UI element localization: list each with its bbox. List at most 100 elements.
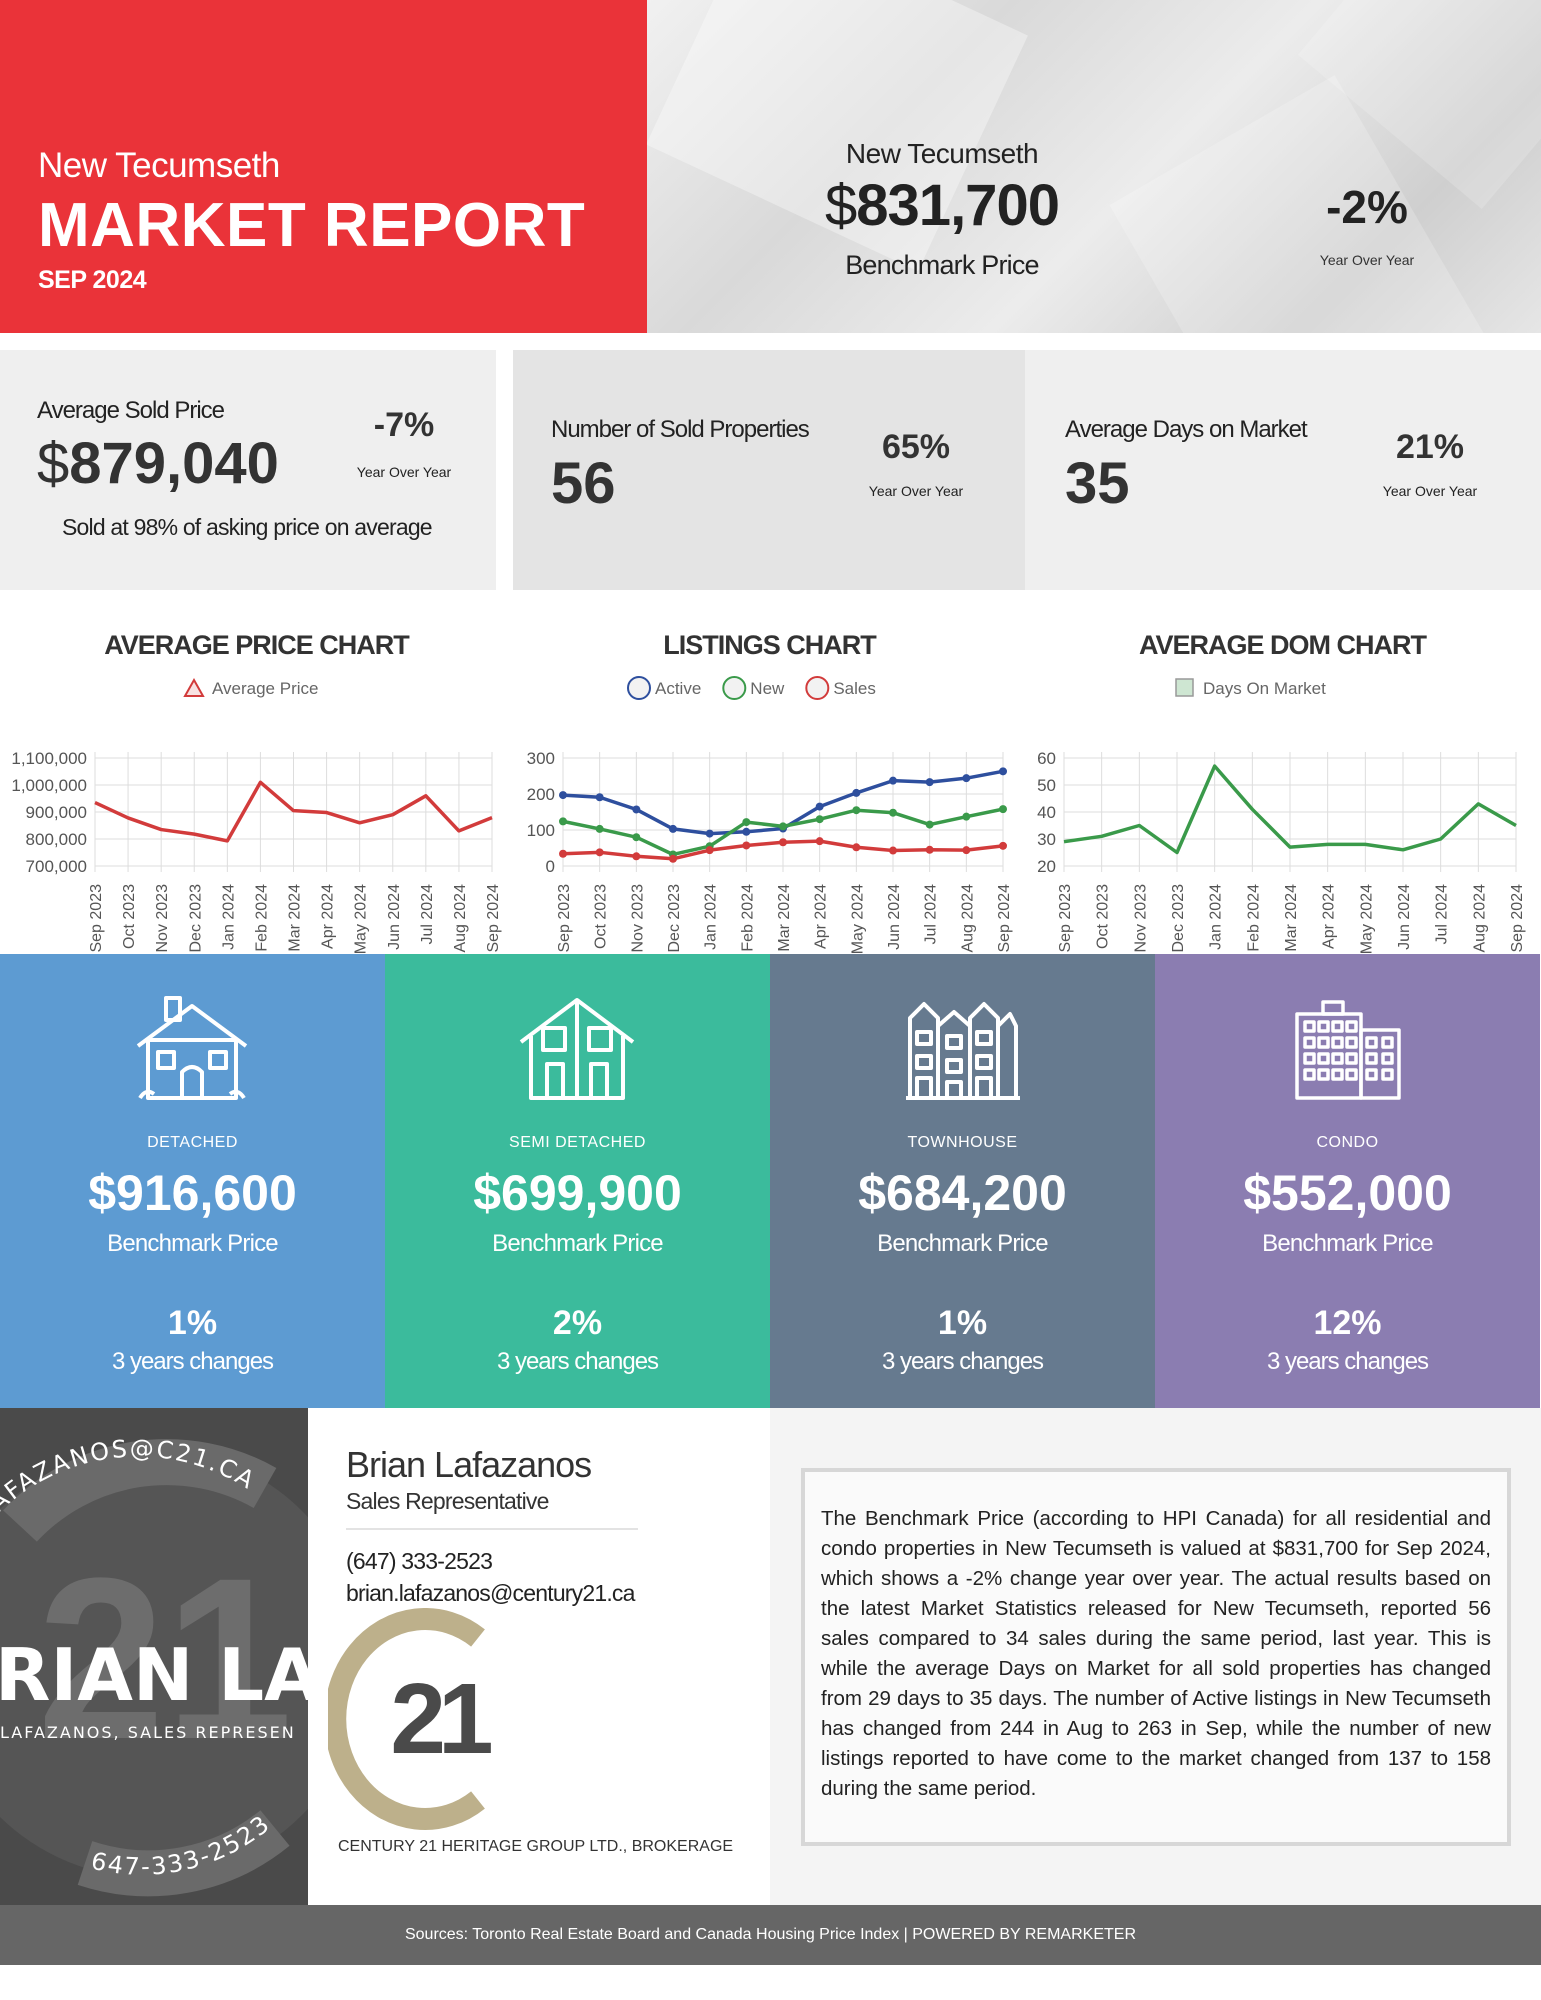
y-tick-label: 30 <box>1037 830 1056 849</box>
average-price-chart: AVERAGE PRICE CHART Average Price 1,100,0… <box>0 620 513 954</box>
property-type-label: Benchmark Price <box>877 1230 1049 1257</box>
stat-value: 56 <box>551 451 616 516</box>
agent-card: Brian Lafazanos Sales Representative (64… <box>308 1408 770 1905</box>
series-line-0 <box>94 780 493 843</box>
agent-email[interactable]: brian.lafazanos@century21.ca <box>346 1580 635 1606</box>
data-point <box>925 845 934 854</box>
data-point <box>889 808 897 817</box>
x-tick-label: Aug 2024 <box>1471 884 1488 953</box>
legend-label: New <box>750 679 785 698</box>
property-type-name: TOWNHOUSE <box>907 1134 1018 1151</box>
x-tick-label: Aug 2024 <box>452 884 469 953</box>
semi-detached-icon <box>519 998 635 1100</box>
data-point <box>742 841 751 850</box>
stat-label: Number of Sold Properties <box>551 416 810 443</box>
x-tick-label: Dec 2023 <box>666 884 683 953</box>
y-tick-label: 200 <box>527 785 555 804</box>
x-tick-label: Jun 2024 <box>886 884 903 950</box>
data-point <box>632 833 641 842</box>
agent-brand-subtitle: LAFAZANOS, SALES REPRESEN <box>0 1723 296 1742</box>
x-tick-label: Oct 2023 <box>1095 884 1112 949</box>
stat-number-sold: Number of Sold Properties 56 65% Year Ov… <box>513 350 1025 590</box>
x-tick-label: Aug 2024 <box>959 884 976 953</box>
data-point <box>962 846 971 855</box>
x-tick-label: Jan 2024 <box>703 884 720 950</box>
agent-brand-logo-mark: 21 <box>37 1530 293 1787</box>
y-tick-label: 700,000 <box>26 857 87 876</box>
agent-brand-name: RIAN LA <box>0 1633 308 1717</box>
property-type-change: 1% <box>937 1304 988 1342</box>
y-tick-label: 900,000 <box>26 803 87 822</box>
data-point <box>925 778 934 787</box>
agent-phone[interactable]: (647) 333-2523 <box>346 1548 493 1574</box>
data-point <box>852 788 861 797</box>
x-tick-label: Feb 2024 <box>1245 884 1262 952</box>
data-point <box>889 776 897 785</box>
century21-logo: 21 <box>328 1608 499 1830</box>
legend-label: Days On Market <box>1203 679 1326 698</box>
legend-marker-2 <box>805 676 830 700</box>
house-icon <box>136 996 248 1100</box>
property-type-name: SEMI DETACHED <box>509 1134 646 1151</box>
data-point <box>815 815 824 824</box>
market-summary-text: The Benchmark Price (according to HPI Ca… <box>821 1507 1491 1800</box>
benchmark-city: New Tecumseth <box>845 138 1039 169</box>
x-tick-label: Jul 2024 <box>419 884 436 945</box>
property-type-change-label: 3 years changes <box>496 1348 659 1375</box>
y-tick-label: 300 <box>527 749 555 768</box>
benchmark-change: -2% <box>1326 181 1408 233</box>
property-type-change-label: 3 years changes <box>881 1348 1044 1375</box>
x-tick-label: Sep 2023 <box>1057 884 1074 953</box>
property-type-label: Benchmark Price <box>1262 1230 1434 1257</box>
x-tick-label: Sep 2023 <box>556 884 573 953</box>
data-point <box>999 841 1007 850</box>
agent-photo: 21 N.LAFAZANOS@C21.CA RIAN LA LAFAZANOS,… <box>0 1408 308 1905</box>
x-tick-label: May 2024 <box>353 884 370 954</box>
data-point <box>559 791 567 800</box>
x-tick-label: Jun 2024 <box>386 884 403 950</box>
data-point <box>999 767 1007 776</box>
data-point <box>632 805 641 814</box>
property-type-change: 1% <box>167 1304 218 1342</box>
property-type-price: $916,600 <box>88 1165 297 1221</box>
stat-change: 21% <box>1395 428 1465 466</box>
legend-marker-0 <box>1175 678 1194 697</box>
property-type-change-label: 3 years changes <box>111 1348 274 1375</box>
report-title: MARKET REPORT <box>38 191 586 260</box>
x-tick-label: Jun 2024 <box>1396 884 1413 950</box>
average-price-chart-svg: Average Price 1,100,000 1,000,000 900,000 80… <box>11 677 502 954</box>
property-type-price: $552,000 <box>1243 1165 1452 1221</box>
market-summary-section: The Benchmark Price (according to HPI Ca… <box>770 1408 1541 1905</box>
property-type-semi-detached: SEMI DETACHED $699,900 Benchmark Price 2… <box>385 954 770 1408</box>
chart-title: LISTINGS CHART <box>663 630 877 660</box>
data-point <box>779 838 787 847</box>
property-type-detached: DETACHED $916,600 Benchmark Price 1% 3 y… <box>0 954 385 1408</box>
report-date: SEP 2024 <box>38 266 147 294</box>
market-summary-box: The Benchmark Price (according to HPI Ca… <box>801 1468 1511 1846</box>
x-tick-label: Sep 2023 <box>88 884 105 953</box>
legend-label: Sales <box>833 679 876 698</box>
data-point <box>705 846 714 855</box>
brokerage-name: CENTURY 21 HERITAGE GROUP LTD., BROKERAG… <box>338 1838 734 1855</box>
x-tick-label: Oct 2023 <box>121 884 138 949</box>
data-point <box>815 802 824 811</box>
stat-change: 65% <box>881 428 951 466</box>
data-point <box>595 848 604 857</box>
x-tick-label: May 2024 <box>849 884 866 954</box>
y-tick-label: 60 <box>1037 749 1056 768</box>
benchmark-label: Benchmark Price <box>845 250 1039 280</box>
data-point <box>669 824 677 833</box>
x-tick-label: Jul 2024 <box>1434 884 1451 945</box>
x-tick-label: Sep 2024 <box>996 884 1013 953</box>
x-tick-label: May 2024 <box>1358 884 1375 954</box>
x-tick-label: Jan 2024 <box>220 884 237 950</box>
stat-average-sold-price: Average Sold Price $879,040 -7% Year Ove… <box>0 350 496 590</box>
stat-value: $879,040 <box>37 430 279 497</box>
x-tick-label: Mar 2024 <box>287 884 304 952</box>
data-point <box>669 854 677 863</box>
legend-label: Average Price <box>212 679 318 698</box>
x-tick-label: Oct 2023 <box>593 884 610 949</box>
series-line-0 <box>1063 764 1517 855</box>
